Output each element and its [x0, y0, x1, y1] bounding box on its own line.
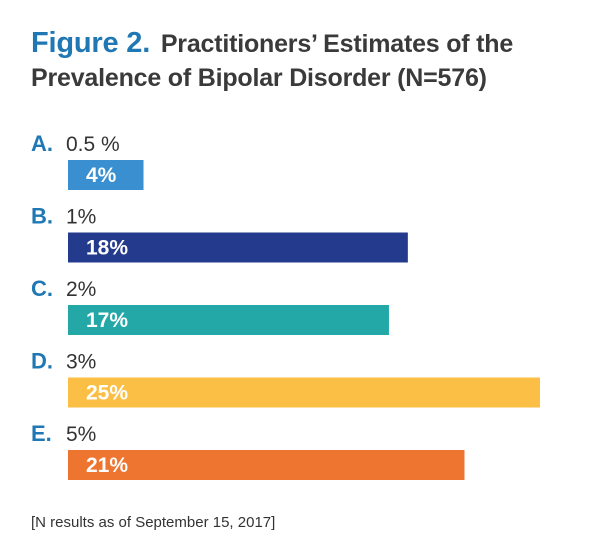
value-label-a: 4% [86, 164, 117, 187]
value-label-c: 17% [86, 309, 128, 332]
value-label-b: 18% [86, 237, 128, 260]
bar-b [68, 232, 408, 263]
category-letter-a: A. [31, 131, 53, 156]
category-label-b: 1% [66, 206, 96, 229]
category-label-c: 2% [66, 278, 96, 301]
bar-a [68, 160, 144, 190]
figure-title-text: Practitioners’ Estimates of the Prevalen… [31, 30, 514, 92]
category-letter-c: C. [31, 276, 53, 301]
value-label-e: 21% [86, 454, 128, 477]
category-letter-d: D. [31, 349, 53, 374]
category-letter-e: E. [31, 421, 52, 446]
value-label-d: 25% [86, 382, 128, 405]
figure-title: Figure 2. Practitioners’ Estimates of th… [31, 26, 591, 95]
bar-d [68, 377, 540, 408]
category-label-e: 5% [66, 423, 96, 446]
figure-number: Figure 2. [31, 27, 151, 59]
category-label-d: 3% [66, 351, 96, 374]
category-label-a: 0.5 % [66, 133, 120, 156]
category-letter-b: B. [31, 204, 53, 229]
bar-e [68, 450, 465, 480]
bar-chart: A. 0.5 % 4% B. 1% 18% C. 2% 17% D. 3% 25% E. 5% 21% [31, 131, 540, 480]
bar-c [68, 305, 389, 335]
footnote: [N results as of September 15, 2017] [31, 514, 276, 531]
